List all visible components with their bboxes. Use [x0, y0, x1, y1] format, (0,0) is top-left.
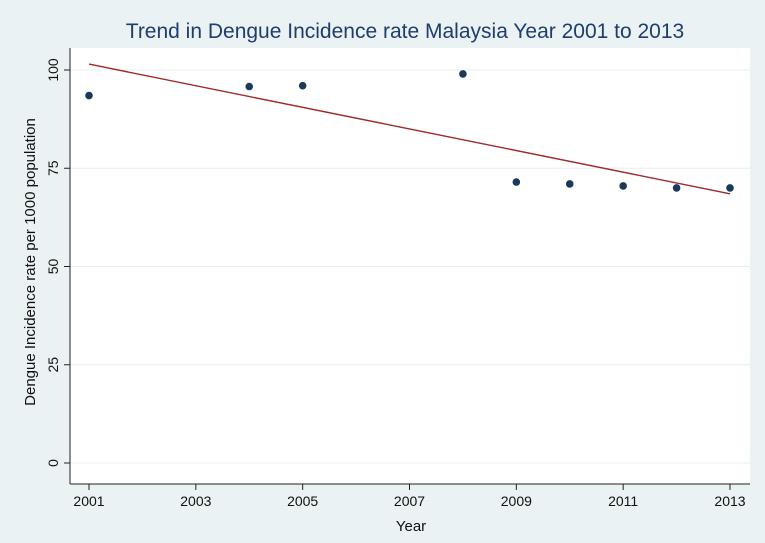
data-point [672, 184, 681, 192]
data-point [298, 81, 307, 90]
x-tick-label: 2013 [714, 493, 745, 509]
x-tick-label: 2007 [394, 493, 425, 509]
x-axis-ticks: 2001 2003 2005 2007 2009 2011 2013 [73, 484, 746, 509]
data-point [459, 70, 467, 78]
y-tick-label: 75 [45, 160, 61, 176]
grid-lines [70, 69, 750, 464]
y-tick-label: 100 [45, 58, 61, 82]
trend-line [88, 63, 731, 195]
data-point [512, 178, 521, 186]
data-point [85, 91, 93, 100]
data-points [85, 70, 734, 192]
y-axis-ticks: 0 25 50 75 100 [45, 58, 70, 467]
x-axis-label: Year [396, 518, 426, 535]
y-tick-label: 50 [45, 259, 61, 275]
x-tick-label: 2011 [608, 493, 638, 509]
data-point [245, 82, 254, 91]
chart-title: Trend in Dengue Incidence rate Malaysia … [126, 20, 684, 43]
data-point [565, 180, 574, 188]
y-axis-label: Dengue Incidence rate per 1000 populatio… [22, 118, 39, 406]
data-point [619, 182, 627, 190]
y-tick-label: 25 [45, 357, 61, 373]
x-tick-label: 2005 [287, 493, 318, 509]
x-tick-label: 2003 [180, 493, 211, 509]
y-tick-label: 0 [45, 459, 61, 467]
data-point [726, 184, 734, 192]
x-tick-label: 2001 [73, 493, 104, 509]
x-tick-label: 2009 [501, 493, 532, 509]
